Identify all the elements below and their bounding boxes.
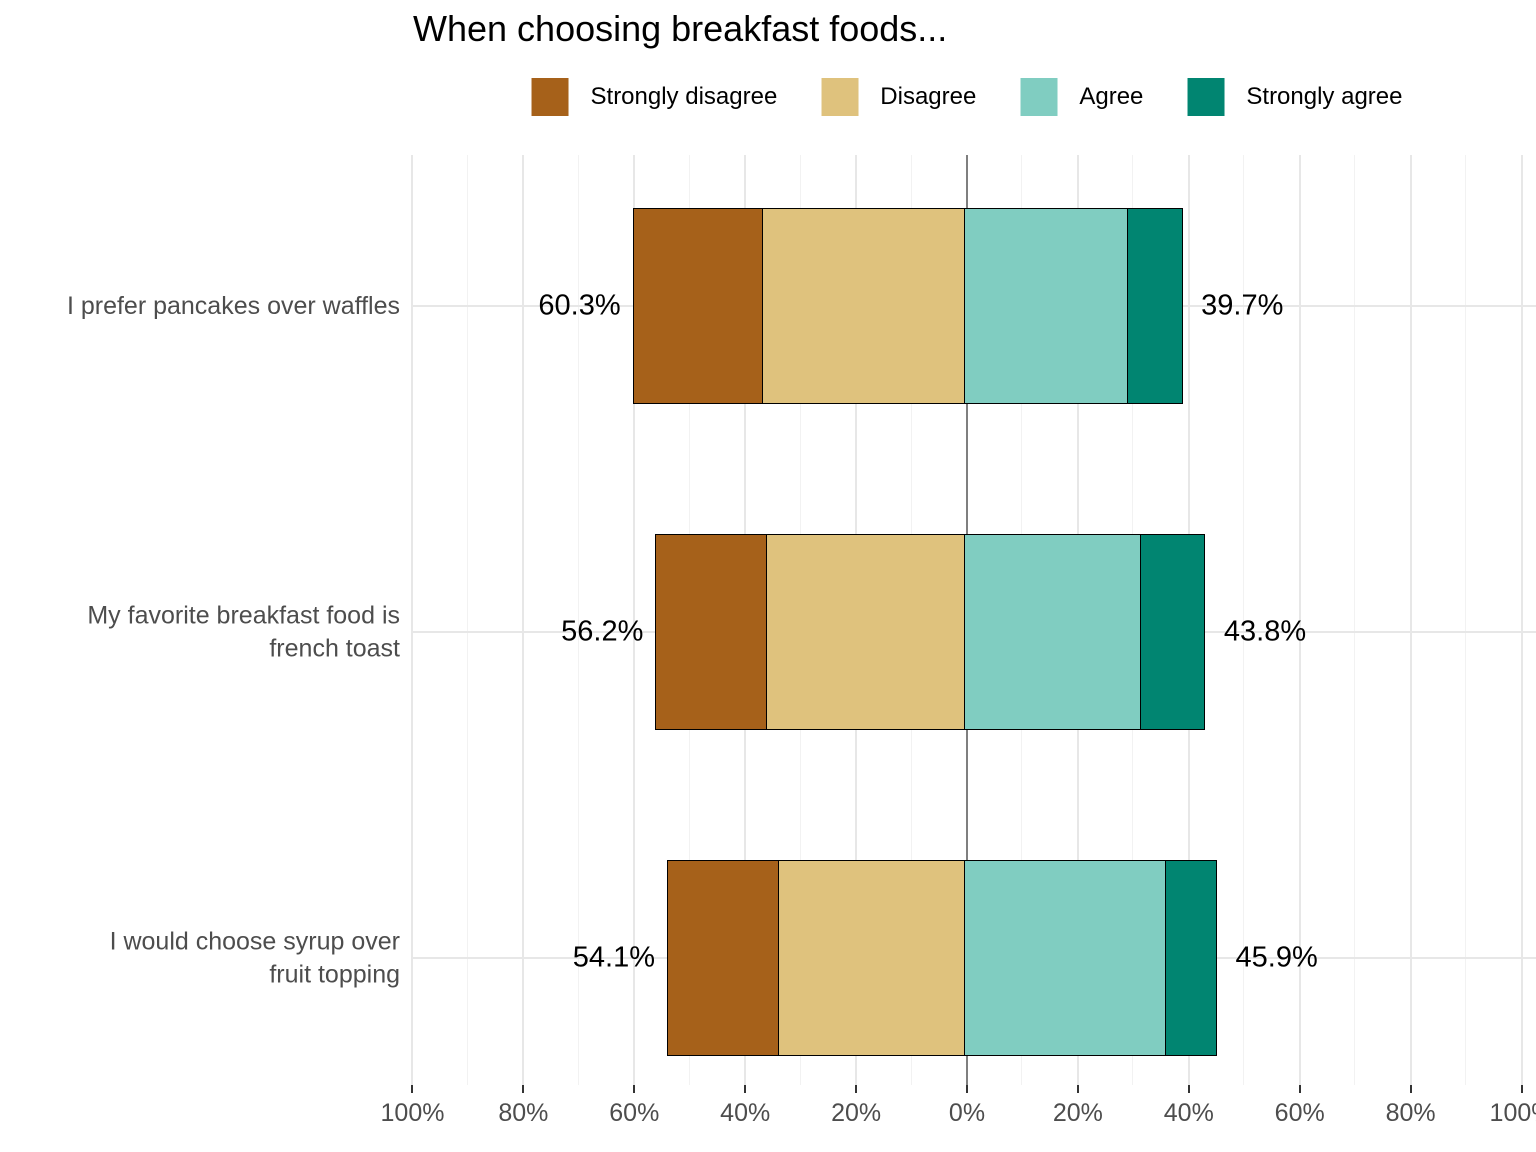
gridline-vertical [577,155,579,1085]
gridline-vertical [522,155,525,1085]
x-axis-tick [1520,1085,1523,1093]
positive-total-label: 39.7% [1201,289,1284,322]
bar-segment-strongly-agree [1127,208,1183,404]
x-axis-tick-label: 20% [1052,1099,1103,1127]
category-label: I would choose syrup over fruit topping [109,927,400,989]
x-axis-tick-label: 80% [1385,1099,1436,1127]
gridline-vertical [1354,155,1356,1085]
chart-title: When choosing breakfast foods... [413,8,948,49]
x-axis-tick [855,1085,858,1093]
bar-segment-agree [963,860,1167,1056]
x-axis-tick [1298,1085,1301,1093]
x-axis-tick-label: 60% [1274,1099,1325,1127]
x-axis-tick-label: 100% [380,1099,445,1127]
gridline-vertical [466,155,468,1085]
legend-item: Strongly disagree [531,78,778,116]
bar-segment-disagree [765,534,966,730]
negative-total-label: 60.3% [538,289,621,322]
gridline-vertical [633,155,636,1085]
legend: Strongly disagree Disagree Agree Strongly a… [531,78,1402,116]
bar-segment-strongly-disagree [667,860,779,1056]
bar-segment-disagree [761,208,966,404]
x-axis-tick-label: 40% [720,1099,771,1127]
x-axis-tick [522,1085,525,1093]
bar-segment-agree [963,208,1129,404]
x-axis-tick-label: 60% [609,1099,660,1127]
legend-label: Strongly disagree [590,83,778,110]
bar-segment-agree [963,534,1142,730]
x-axis-tick-label: 40% [1163,1099,1214,1127]
x-axis-tick [633,1085,636,1093]
legend-item: Disagree [821,78,976,116]
gridline-vertical [1409,155,1412,1085]
legend-swatch [821,78,859,116]
bar-row [632,208,1183,404]
legend-swatch [1020,78,1058,116]
x-axis-tick-label: 100% [1489,1099,1536,1127]
positive-total-label: 45.9% [1235,941,1318,974]
gridline-vertical [1520,155,1523,1085]
x-axis-tick [411,1085,414,1093]
negative-total-label: 54.1% [572,941,656,974]
legend-swatch [1187,78,1225,116]
legend-label: Strongly agree [1246,83,1403,110]
bar-segment-disagree [777,860,966,1056]
bar-row [655,534,1206,730]
x-axis-tick [1187,1085,1190,1093]
legend-label: Agree [1079,83,1144,110]
gridline-vertical [1465,155,1467,1085]
plot-panel: 60.3% 39.7% I prefer pancakes over waffles… [67,155,1536,1127]
legend-item: Strongly agree [1187,78,1402,116]
bar-segment-strongly-disagree [655,534,768,730]
gridline-vertical [411,155,414,1085]
legend-label: Disagree [880,83,977,110]
legend-swatch [531,78,569,116]
x-axis-tick [1409,1085,1412,1093]
x-axis-tick [1076,1085,1079,1093]
gridline-vertical [1243,155,1245,1085]
bar-segment-strongly-agree [1140,534,1206,730]
category-label: My favorite breakfast food is french toa… [87,601,400,663]
negative-total-label: 56.2% [561,615,644,648]
x-axis-tick-label: 20% [831,1099,882,1127]
bar-segment-strongly-disagree [632,208,764,404]
x-axis-tick-label: 80% [498,1099,549,1127]
legend-item: Agree [1020,78,1143,116]
bar-row [667,860,1217,1056]
category-label: I prefer pancakes over waffles [66,291,400,320]
gridline-vertical [1298,155,1301,1085]
bar-segment-strongly-agree [1164,860,1217,1056]
x-axis-tick [966,1085,968,1093]
positive-total-label: 43.8% [1223,615,1307,648]
x-axis-tick [744,1085,747,1093]
x-axis-tick-label: 0% [948,1099,986,1127]
